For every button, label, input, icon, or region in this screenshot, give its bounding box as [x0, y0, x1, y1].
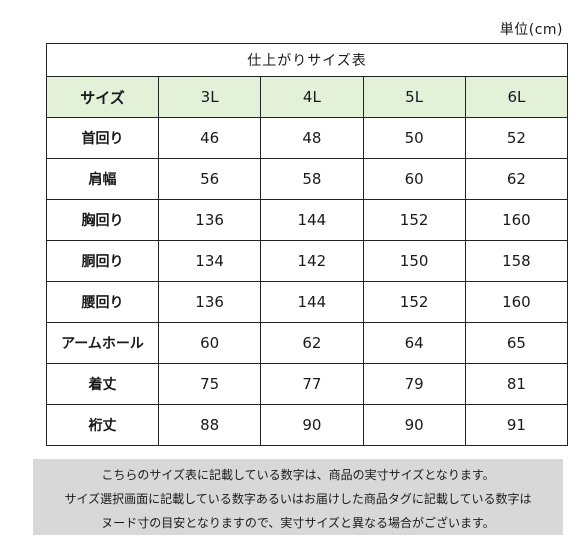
- table-row: 首回り 46 48 50 52: [46, 117, 569, 159]
- table-cell: 134: [157, 240, 262, 282]
- table-cell: 136: [157, 281, 262, 323]
- table-cell: 91: [464, 404, 569, 446]
- table-cell: 60: [362, 158, 466, 200]
- table-cell: 60: [157, 322, 262, 364]
- table-cell: 160: [464, 281, 569, 323]
- table-header-row: サイズ 3L 4L 5L 6L: [46, 76, 569, 118]
- table-row: 着丈 75 77 79 81: [46, 363, 569, 405]
- header-size-label: サイズ: [46, 76, 159, 118]
- table-cell: 158: [464, 240, 569, 282]
- table-cell: 62: [464, 158, 569, 200]
- note-line: こちらのサイズ表に記載している数字は、商品の実寸サイズとなります。: [101, 468, 495, 482]
- table-cell: 56: [157, 158, 262, 200]
- table-cell: 46: [157, 117, 262, 159]
- table-cell: 142: [260, 240, 364, 282]
- note-line: サイズ選択画面に記載している数字あるいはお届けした商品タグに記載している数字は: [64, 492, 532, 506]
- table-row: 裄丈 88 90 90 91: [46, 404, 569, 446]
- row-label: 胸回り: [46, 199, 159, 241]
- table-cell: 52: [464, 117, 569, 159]
- table-row: 胸回り 136 144 152 160: [46, 199, 569, 241]
- table-cell: 90: [362, 404, 466, 446]
- table-cell: 160: [464, 199, 569, 241]
- table-cell: 65: [464, 322, 569, 364]
- table-cell: 79: [362, 363, 466, 405]
- table-cell: 48: [260, 117, 364, 159]
- table-cell: 62: [260, 322, 364, 364]
- table-cell: 88: [157, 404, 262, 446]
- table-cell: 75: [157, 363, 262, 405]
- row-label: 腰回り: [46, 281, 159, 323]
- table-cell: 77: [260, 363, 364, 405]
- table-cell: 144: [260, 199, 364, 241]
- row-label: アームホール: [46, 322, 159, 364]
- table-caption-row: 仕上がりサイズ表: [45, 43, 569, 77]
- notes-box: こちらのサイズ表に記載している数字は、商品の実寸サイズとなります。 サイズ選択画…: [33, 459, 563, 535]
- table-row: 腰回り 136 144 152 160: [46, 281, 569, 323]
- table-row: アームホール 60 62 64 65: [46, 322, 569, 364]
- header-size-6l: 6L: [464, 76, 569, 118]
- header-size-3l: 3L: [157, 76, 262, 118]
- table-row: 肩幅 56 58 60 62: [46, 158, 569, 200]
- row-label: 着丈: [46, 363, 159, 405]
- row-label: 肩幅: [46, 158, 159, 200]
- table-cell: 152: [362, 281, 466, 323]
- row-label: 首回り: [46, 117, 159, 159]
- table-cell: 90: [260, 404, 364, 446]
- unit-label: 単位(cm): [499, 22, 563, 38]
- row-label: 裄丈: [46, 404, 159, 446]
- table-cell: 136: [157, 199, 262, 241]
- header-size-4l: 4L: [260, 76, 364, 118]
- note-line: ヌード寸の目安となりますので、実寸サイズと異なる場合がございます。: [101, 516, 495, 530]
- table-cell: 81: [464, 363, 569, 405]
- row-label: 胴回り: [46, 240, 159, 282]
- table-cell: 152: [362, 199, 466, 241]
- table-cell: 150: [362, 240, 466, 282]
- table-cell: 58: [260, 158, 364, 200]
- header-size-5l: 5L: [362, 76, 466, 118]
- table-cell: 144: [260, 281, 364, 323]
- table-row: 胴回り 134 142 150 158: [46, 240, 569, 282]
- table-cell: 50: [362, 117, 466, 159]
- table-caption: 仕上がりサイズ表: [45, 43, 569, 77]
- table-cell: 64: [362, 322, 466, 364]
- size-table: 仕上がりサイズ表 サイズ 3L 4L 5L 6L 首回り 46 48 50 52 肩幅 56…: [45, 43, 569, 446]
